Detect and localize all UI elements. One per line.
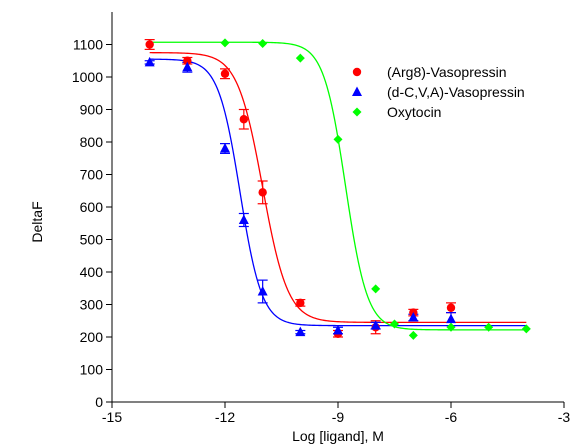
- data-point: [239, 115, 249, 124]
- y-tick-label: 900: [80, 102, 104, 118]
- fit-curve: [149, 52, 527, 324]
- y-axis-title: DeltaF: [29, 201, 45, 242]
- x-tick-label: -9: [332, 409, 345, 425]
- y-tick-label: 500: [80, 232, 104, 248]
- data-point: [238, 214, 249, 224]
- y-tick-label: 100: [80, 362, 104, 378]
- data-point: [220, 143, 230, 153]
- legend-marker: [352, 107, 362, 117]
- data-point: [183, 56, 192, 65]
- data-point: [446, 322, 456, 332]
- data-point: [144, 56, 155, 67]
- legend-marker: [352, 86, 362, 96]
- x-axis-title: Log [ligand], M: [292, 428, 384, 444]
- legend-label: Oxytocin: [387, 104, 441, 120]
- data-point: [333, 325, 343, 335]
- y-tick-label: 200: [80, 329, 104, 345]
- y-tick-label: 600: [80, 199, 104, 215]
- y-tick-label: 800: [80, 134, 104, 150]
- y-tick-label: 400: [80, 264, 104, 280]
- data-point: [220, 38, 230, 48]
- data-point: [295, 53, 305, 63]
- y-tick-label: 700: [80, 167, 104, 183]
- data-point: [333, 134, 343, 144]
- x-tick-label: -6: [445, 409, 458, 425]
- data-point: [484, 322, 494, 332]
- data-point: [257, 286, 268, 296]
- legend-label: (Arg8)-Vasopressin: [387, 64, 507, 80]
- data-point: [446, 313, 456, 324]
- data-point: [446, 303, 456, 312]
- legend-label: (d-C,V,A)-Vasopressin: [387, 84, 525, 100]
- data-point: [182, 61, 193, 72]
- y-tick-label: 0: [95, 394, 103, 410]
- data-point: [145, 40, 154, 49]
- legend: (Arg8)-Vasopressin (d-C,V,A)-Vasopressin O…: [352, 64, 525, 120]
- data-point: [296, 298, 305, 308]
- data-point: [220, 69, 230, 78]
- tick-labels: 0 100 200 300 400 500 600 700 800 900 1000 1100 -15 -…: [72, 37, 570, 426]
- axes: [106, 12, 565, 408]
- data-point: [258, 39, 268, 49]
- x-tick-label: -15: [102, 409, 122, 425]
- y-tick-label: 1100: [73, 37, 103, 53]
- data-points: [144, 38, 531, 340]
- data-point: [390, 319, 399, 329]
- data-point: [371, 284, 381, 294]
- data-point: [370, 320, 381, 330]
- x-tick-label: -12: [215, 409, 235, 425]
- data-point: [521, 324, 531, 334]
- data-point: [295, 326, 306, 337]
- y-tick-label: 1000: [72, 69, 103, 85]
- legend-marker: [352, 67, 362, 77]
- data-point: [408, 330, 418, 340]
- x-tick-label: -3: [558, 409, 570, 425]
- data-point: [258, 188, 267, 197]
- y-tick-label: 300: [80, 297, 104, 313]
- data-point: [408, 312, 419, 322]
